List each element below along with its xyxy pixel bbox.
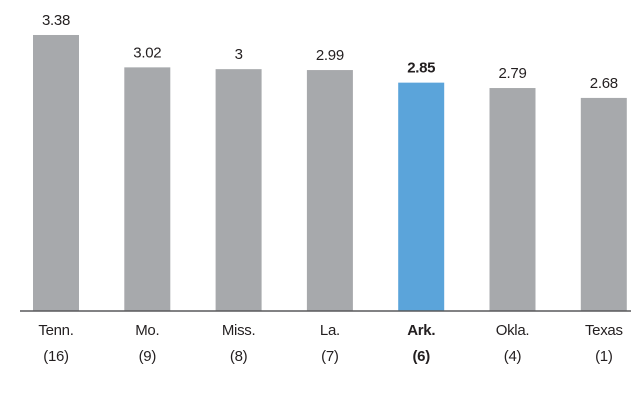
rank-label: (6) xyxy=(412,348,430,365)
rank-label: (9) xyxy=(139,348,157,365)
rank-label: (4) xyxy=(504,348,522,365)
x-tick-label: Miss. xyxy=(222,322,256,339)
bar xyxy=(33,34,79,312)
value-label: 2.99 xyxy=(316,47,344,64)
value-label: 2.85 xyxy=(407,60,435,77)
value-label: 3 xyxy=(235,46,243,63)
bar xyxy=(306,70,353,312)
x-tick-label: Mo. xyxy=(135,322,159,339)
bar xyxy=(124,67,171,311)
rank-label: (8) xyxy=(230,348,248,365)
x-tick-label: La. xyxy=(320,322,340,339)
value-label: 3.02 xyxy=(133,44,161,61)
x-tick-label: Okla. xyxy=(496,322,530,339)
rank-label: (16) xyxy=(43,348,69,365)
x-tick-label: Ark. xyxy=(407,322,435,339)
x-tick-label: Texas xyxy=(585,322,623,339)
rank-label: (7) xyxy=(321,348,339,365)
value-label: 2.79 xyxy=(499,65,527,82)
bar xyxy=(398,82,445,311)
bar xyxy=(489,88,536,311)
value-label: 3.38 xyxy=(42,12,70,29)
bar xyxy=(215,69,262,311)
bar xyxy=(580,97,627,311)
value-label: 2.68 xyxy=(590,75,618,92)
x-tick-label: Tenn. xyxy=(38,322,73,339)
rank-label: (1) xyxy=(595,348,613,365)
